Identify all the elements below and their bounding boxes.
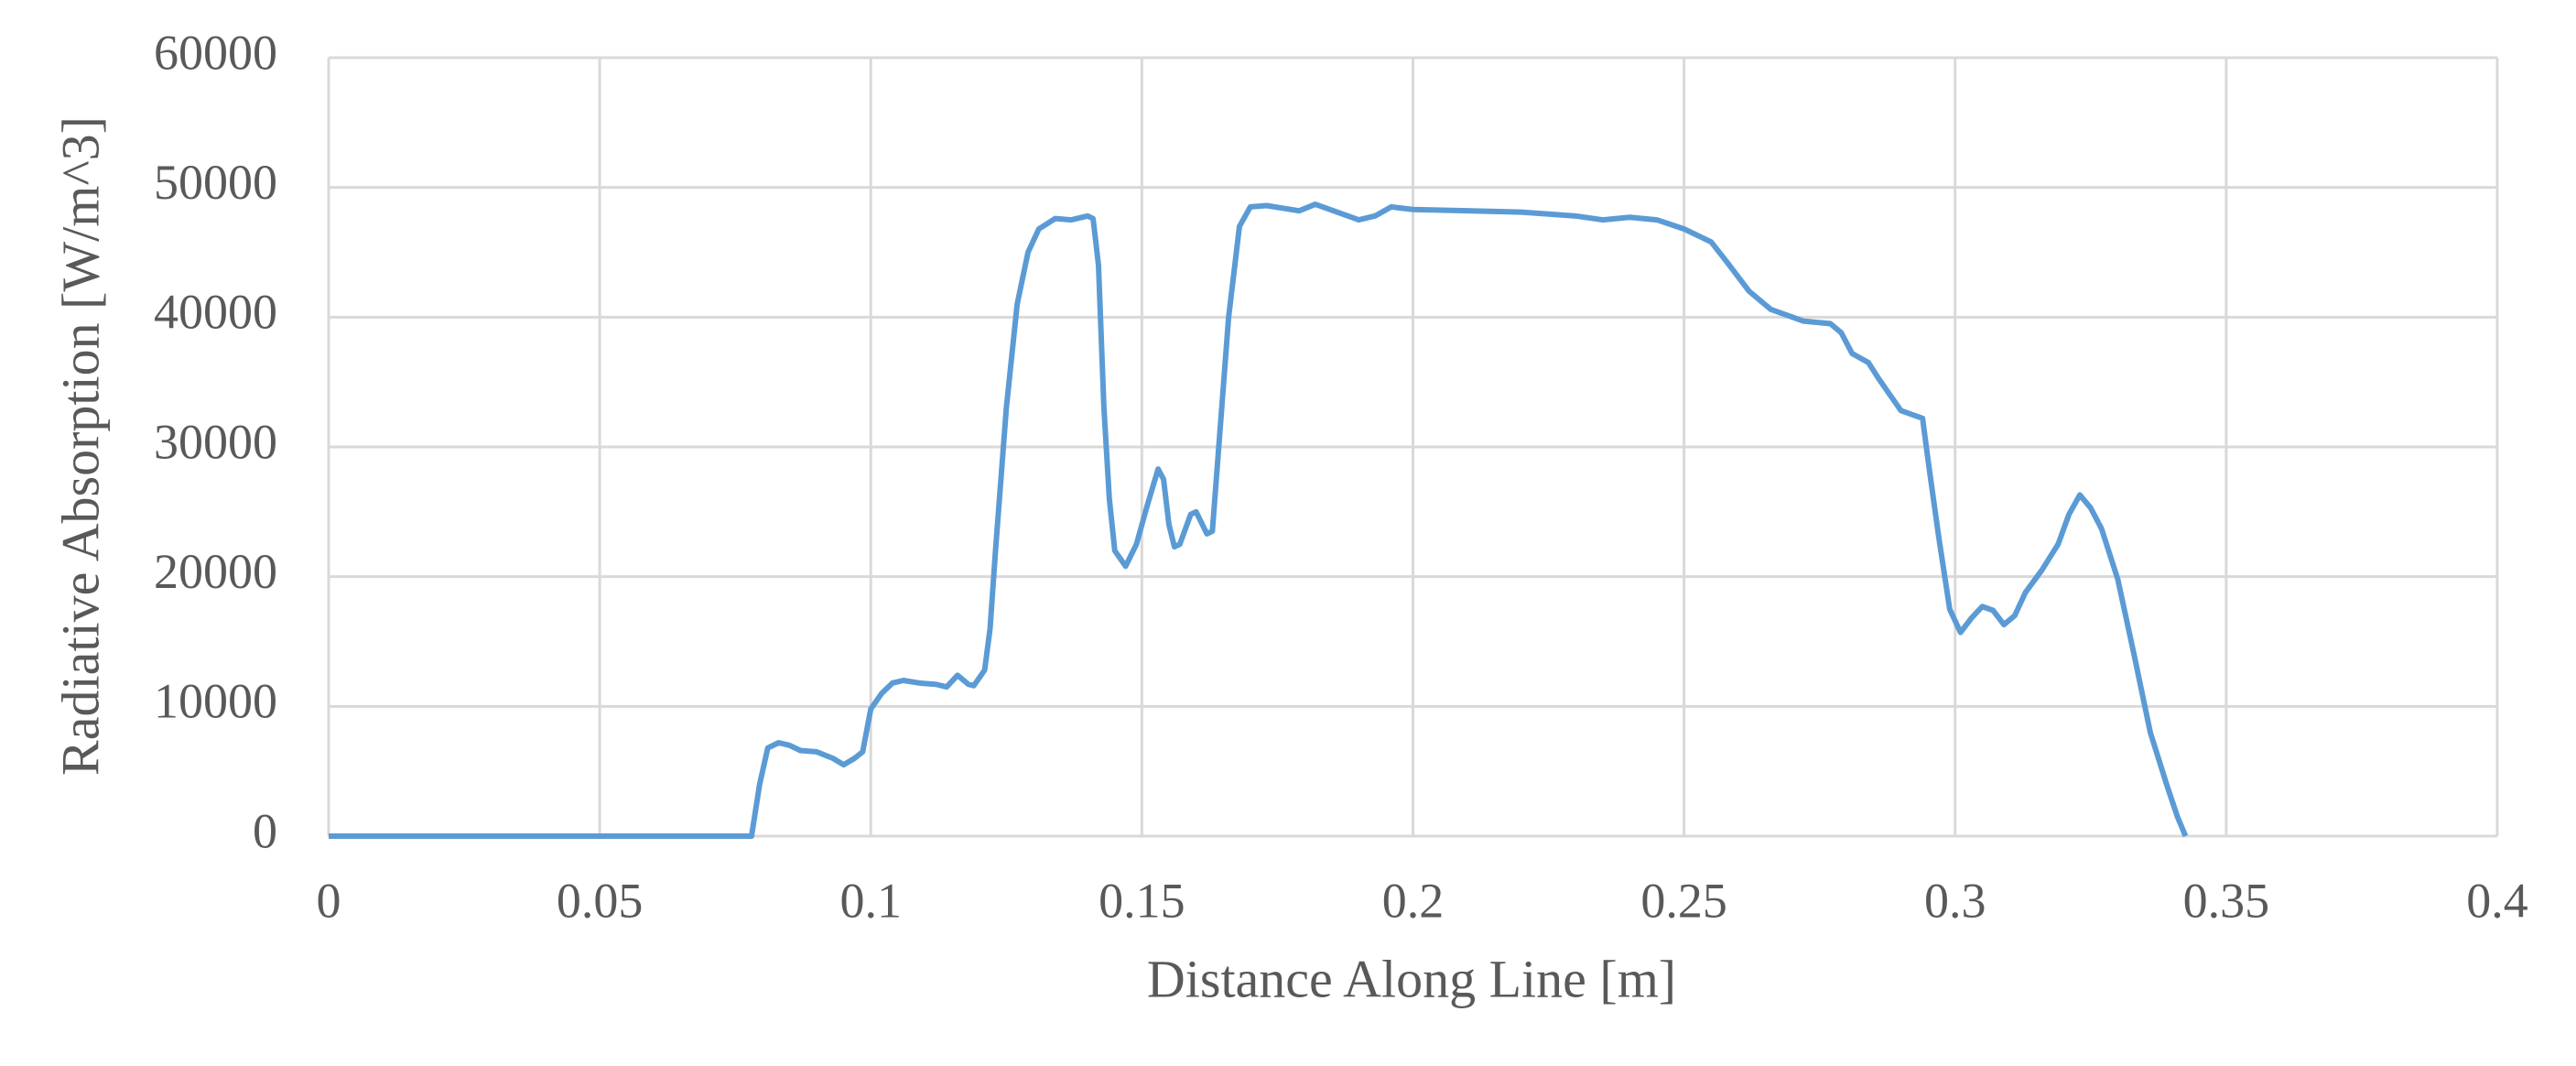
x-tick-label: 0.1	[840, 873, 903, 928]
x-tick-label: 0.25	[1640, 873, 1727, 928]
y-axis-title: Radiative Absorption [W/m^3]	[50, 116, 110, 776]
y-tick-label: 20000	[154, 544, 277, 599]
x-tick-label: 0.35	[2183, 873, 2270, 928]
x-tick-label: 0	[317, 873, 341, 928]
y-tick-label: 30000	[154, 414, 277, 469]
y-tick-label: 60000	[154, 25, 277, 80]
y-tick-label: 40000	[154, 285, 277, 340]
x-tick-label: 0.3	[1924, 873, 1986, 928]
y-tick-label: 50000	[154, 155, 277, 210]
data-line	[329, 201, 2189, 839]
x-tick-label: 0.05	[557, 873, 644, 928]
x-tick-label: 0.2	[1382, 873, 1445, 928]
y-tick-label: 10000	[154, 674, 277, 729]
x-tick-label: 0.15	[1099, 873, 1185, 928]
x-tick-label: 0.4	[2466, 873, 2528, 928]
x-axis-title: Distance Along Line [m]	[1147, 949, 1676, 1008]
y-tick-label: 0	[253, 803, 277, 858]
